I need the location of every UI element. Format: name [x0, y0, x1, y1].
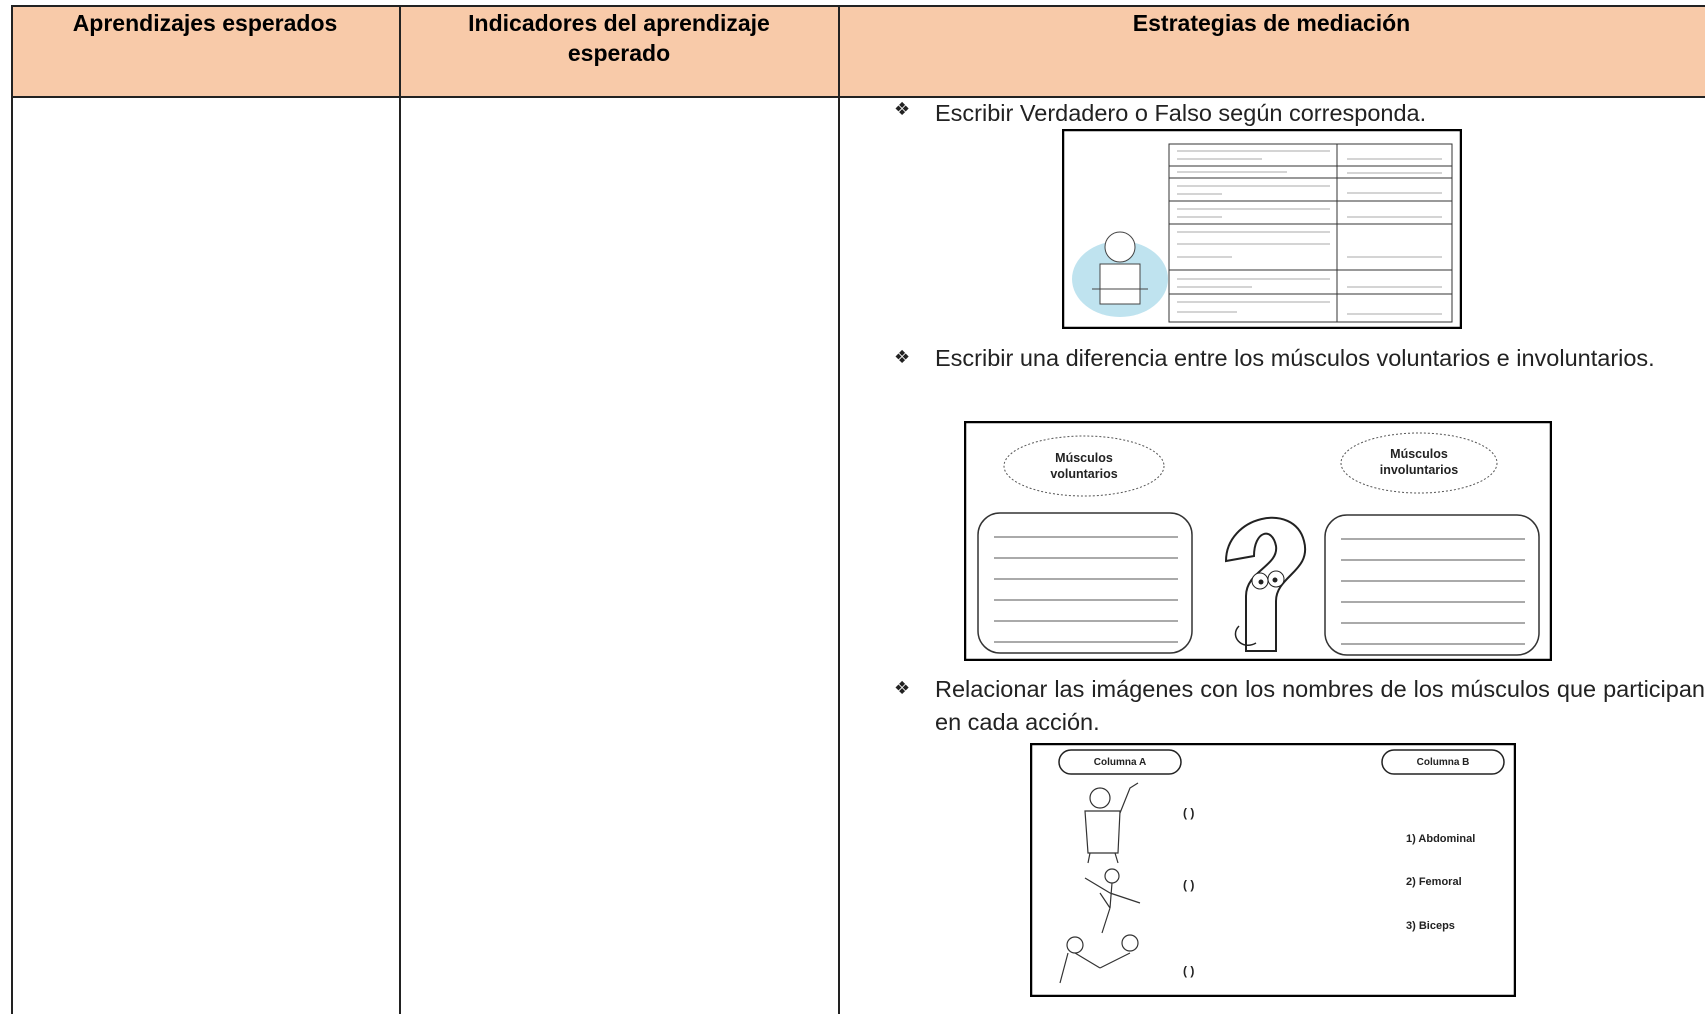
table-border — [11, 5, 13, 1014]
matching-drawing — [1030, 743, 1516, 997]
header-row — [11, 5, 1705, 96]
table-border — [11, 5, 1705, 7]
answer-blank: ( ) — [1183, 806, 1195, 820]
bullet: ❖ — [894, 678, 911, 699]
option: 2) Femoral — [1406, 876, 1462, 888]
strategy-text: Escribir Verdadero o Falso según corresp… — [935, 100, 1427, 126]
cloud-label: Músculos involuntarios — [1379, 447, 1459, 477]
column-label: Columna A — [1093, 757, 1147, 768]
header-cell: Estrategias de mediación — [1132, 10, 1411, 36]
difference-drawing — [964, 421, 1552, 661]
bullet: ❖ — [894, 99, 911, 120]
table-border — [399, 5, 401, 1014]
option: 3) Biceps — [1406, 920, 1455, 932]
strategy-text: Escribir una diferencia entre los múscul… — [935, 345, 1655, 371]
answer-blank: ( ) — [1183, 878, 1195, 892]
answer-blank: ( ) — [1183, 964, 1195, 978]
column-label: Columna B — [1416, 757, 1470, 768]
table-border — [11, 96, 1705, 98]
difference-figure: Músculos voluntarios Músculos involuntar… — [964, 421, 1552, 661]
bullet: ❖ — [894, 347, 911, 368]
matching-figure: Columna A Columna B ( ) ( ) ( ) 1) Abdom… — [1030, 743, 1516, 997]
true-false-figure — [1062, 129, 1462, 329]
header-cell: Indicadores del aprendizaje esperado — [468, 10, 770, 66]
strategy-text: Relacionar las imágenes con los nombres … — [935, 676, 1705, 735]
option: 1) Abdominal — [1406, 833, 1476, 845]
table-border — [838, 5, 840, 1014]
header-cell: Aprendizajes esperados — [72, 10, 338, 36]
cloud-label: Músculos voluntarios — [1050, 451, 1118, 481]
